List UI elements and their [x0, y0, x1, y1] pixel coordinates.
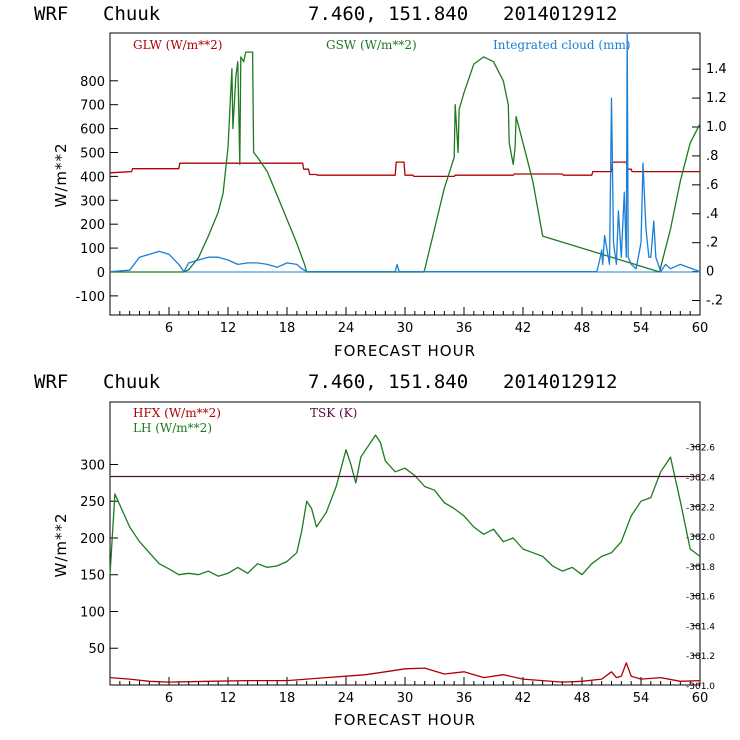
y2-tick-label: 1.2: [706, 91, 727, 106]
series-gsw-line: [110, 51, 701, 273]
x-tick-label: 48: [574, 321, 591, 336]
x-tick-label: 42: [515, 321, 532, 336]
x-tick-label: 24: [338, 321, 355, 336]
series-cloud-line: [109, 32, 701, 273]
x-tick-label: 24: [338, 691, 355, 706]
y-tick-label: 100: [80, 242, 105, 257]
y2-tick-label: .4: [706, 207, 718, 222]
header-init: 2014012912: [503, 3, 617, 25]
header-model: WRF: [34, 371, 68, 393]
legend-hfx: HFX (W/m**2): [133, 406, 221, 420]
y-tick-label: 200: [80, 218, 105, 233]
axis-ticks: 6 12 18 24 30 36 42 48 54 60 50 100 150 200 250 300 -301…: [80, 444, 715, 706]
legend-tsk: TSK (K): [310, 406, 357, 420]
series-lh-line: [109, 434, 701, 577]
x-tick-label: 18: [279, 321, 296, 336]
x-tick-label: 12: [220, 321, 237, 336]
y-tick-label: 300: [80, 458, 105, 473]
x-tick-label: 6: [165, 691, 173, 706]
x-tick-label: 54: [633, 691, 650, 706]
y2-tick-label: -302.6: [686, 444, 715, 454]
x-tick-label: 6: [165, 321, 173, 336]
legend-gsw: GSW (W/m**2): [326, 38, 417, 52]
y2-tick-label: -301.2: [686, 652, 715, 662]
y-tick-label: 100: [80, 605, 105, 620]
legend-glw: GLW (W/m**2): [133, 38, 222, 52]
header-coords: 7.460, 151.840: [308, 3, 468, 25]
header-init: 2014012912: [503, 371, 617, 393]
y2-tick-label: .2: [706, 236, 718, 251]
y2-tick-label: 0: [706, 265, 714, 280]
x-axis-label: FORECAST HOUR: [334, 342, 476, 360]
y2-tick-label: -301.4: [686, 622, 715, 632]
axis-ticks: 6 12 18 24 30 36 42 48 54 60 -100 0 100 200 300 400 500 6…: [75, 62, 726, 336]
y-tick-label: 800: [80, 75, 105, 90]
series-glw-line: [109, 161, 700, 178]
header-station: Chuuk: [103, 3, 161, 25]
x-axis-label: FORECAST HOUR: [334, 711, 476, 729]
header-coords: 7.460, 151.840: [308, 371, 468, 393]
y2-tick-label: -302.2: [686, 503, 715, 513]
y-axis-label: W/m**2: [52, 142, 70, 207]
header-station: Chuuk: [103, 371, 161, 393]
y-axis-label: W/m**2: [52, 512, 70, 577]
y-tick-label: 500: [80, 146, 105, 161]
y2-tick-label: -302.0: [686, 533, 715, 543]
y-tick-label: 300: [80, 194, 105, 209]
x-tick-label: 48: [574, 691, 591, 706]
x-tick-label: 30: [397, 321, 414, 336]
x-tick-label: 36: [456, 321, 473, 336]
x-tick-label: 54: [633, 321, 650, 336]
x-tick-label: 18: [279, 691, 296, 706]
x-tick-label: 42: [515, 691, 532, 706]
y2-tick-label: -.2: [706, 294, 723, 309]
y-tick-label: 700: [80, 99, 105, 114]
y-tick-label: 400: [80, 170, 105, 185]
y2-tick-label: 1.0: [706, 120, 727, 135]
y2-tick-label: 1.4: [706, 62, 727, 77]
panel-hfx-lh-tsk: WRF Chuuk 7.460, 151.840 2014012912 HFX …: [34, 371, 715, 729]
header-model: WRF: [34, 3, 68, 25]
legend-cloud: Integrated cloud (mm): [493, 38, 631, 52]
y-tick-label: 150: [80, 569, 105, 584]
plot-frame: [109, 401, 701, 686]
legend-lh: LH (W/m**2): [133, 421, 212, 435]
y2-tick-label: .8: [706, 149, 718, 164]
y-tick-label: 200: [80, 532, 105, 547]
x-tick-label: 36: [456, 691, 473, 706]
x-tick-label: 60: [692, 691, 709, 706]
y-tick-label: 50: [88, 642, 105, 657]
y-tick-label: 250: [80, 495, 105, 510]
y2-tick-label: -301.8: [686, 563, 715, 573]
y-tick-label: 600: [80, 123, 105, 138]
x-tick-label: 30: [397, 691, 414, 706]
y-tick-label: 0: [97, 266, 105, 281]
series-group: [109, 32, 701, 273]
y2-tick-label: .6: [706, 178, 718, 193]
y2-tick-label: -301.6: [686, 593, 715, 603]
series-hfx-line: [109, 662, 701, 683]
x-tick-label: 12: [220, 691, 237, 706]
series-group: [109, 434, 701, 683]
y2-tick-label: -302.4: [686, 473, 715, 483]
x-tick-label: 60: [692, 321, 709, 336]
panel-glw-gsw-cloud: WRF Chuuk 7.460, 151.840 2014012912 GLW …: [34, 3, 727, 360]
y2-tick-label: -301.0: [686, 682, 715, 692]
y-tick-label: -100: [75, 290, 105, 305]
